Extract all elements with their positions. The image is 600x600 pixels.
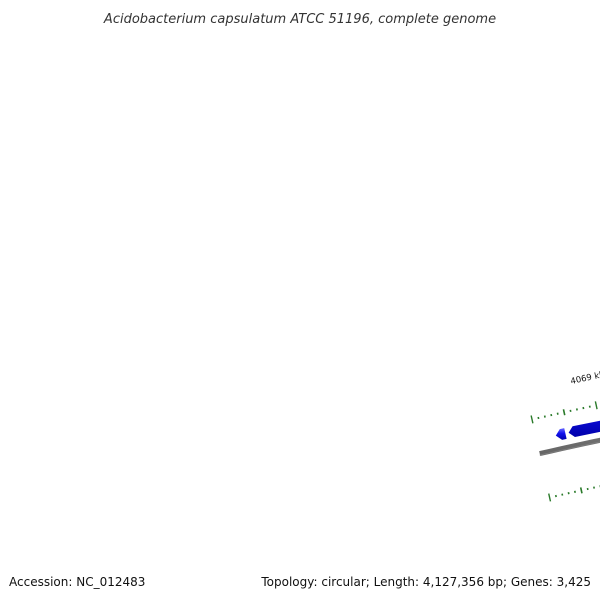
map-title: Acidobacterium capsulatum ATCC 51196, co…: [103, 12, 496, 27]
gene-features: [555, 383, 600, 440]
genome-summary-text: Topology: circular; Length: 4,127,356 bp…: [260, 575, 591, 589]
accession-text: Accession: NC_012483: [9, 575, 145, 589]
minor-tick: [579, 487, 583, 494]
coordinate-ticks: 4069 kbp4070 kbp4071 kbp4072 kbp4073 kbp…: [530, 369, 600, 502]
reverse-gene-arrow[interactable]: [568, 383, 600, 438]
major-tick: [530, 415, 534, 424]
backbone-shadow: [539, 441, 600, 456]
backbone-band: [539, 437, 600, 457]
genome-backbone: [539, 437, 600, 457]
major-tick: [594, 401, 598, 410]
reverse-gene-arrow[interactable]: [555, 428, 567, 440]
major-tick: [548, 493, 552, 502]
minor-tick: [562, 409, 566, 416]
tick-label: 4069 kbp: [570, 369, 600, 387]
